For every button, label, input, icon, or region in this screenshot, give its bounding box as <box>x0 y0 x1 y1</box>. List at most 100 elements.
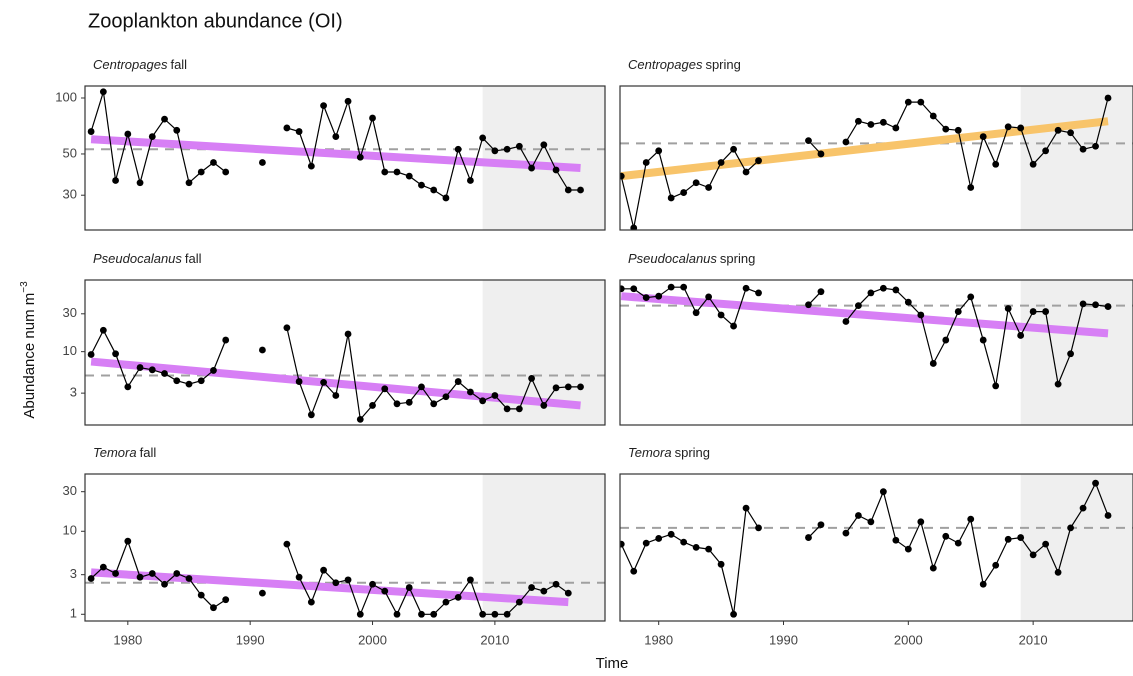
data-point <box>692 179 700 187</box>
data-point <box>259 346 266 354</box>
data-point <box>418 181 425 189</box>
y-tick-label: 100 <box>55 89 77 104</box>
data-point <box>405 584 413 591</box>
data-point <box>332 579 340 587</box>
data-point <box>1067 350 1074 358</box>
recent-shade <box>1020 86 1133 230</box>
data-point <box>112 350 119 358</box>
data-point <box>540 587 548 595</box>
data-point <box>503 405 511 413</box>
data-point <box>295 128 303 135</box>
data-point <box>283 324 291 332</box>
data-point <box>979 580 987 588</box>
data-point <box>967 184 975 191</box>
data-point <box>879 284 887 292</box>
data-point <box>630 224 638 230</box>
data-point <box>405 398 413 406</box>
data-point <box>942 336 950 344</box>
data-point <box>479 610 487 618</box>
data-point <box>1029 551 1037 559</box>
data-point <box>381 385 389 393</box>
data-point <box>454 378 462 385</box>
data-point <box>528 375 535 382</box>
trend-line <box>90 568 569 607</box>
recent-shade <box>482 86 605 230</box>
x-tick-label: 1980 <box>644 632 673 647</box>
data-point <box>528 164 535 172</box>
data-point <box>892 286 900 294</box>
data-point <box>655 535 663 542</box>
data-point <box>564 383 572 391</box>
data-point <box>295 378 303 385</box>
strip-label: Temora fall <box>93 445 156 460</box>
panel-border <box>84 85 606 231</box>
x-tick-label: 2000 <box>358 632 387 647</box>
data-point <box>1104 94 1112 102</box>
data-point <box>1017 332 1025 339</box>
data-point <box>161 580 168 588</box>
data-point <box>307 411 315 419</box>
data-point <box>867 289 875 297</box>
data-point <box>283 124 291 132</box>
data-point <box>467 177 474 184</box>
y-tick-label: 30 <box>63 187 77 202</box>
data-point <box>1079 145 1087 153</box>
strip-species: Pseudocalanus <box>93 251 182 266</box>
data-point <box>344 576 352 584</box>
data-point <box>717 560 725 568</box>
data-point <box>491 392 499 399</box>
data-point <box>967 515 975 523</box>
trend-line <box>90 135 581 173</box>
data-point <box>381 587 389 595</box>
panel-border <box>619 85 1133 231</box>
data-point <box>705 545 713 553</box>
data-point <box>805 301 812 309</box>
data-point <box>630 285 638 293</box>
data-point <box>717 159 725 166</box>
data-point <box>879 118 887 126</box>
panel <box>85 86 605 230</box>
data-point <box>892 124 900 132</box>
data-point <box>320 378 327 386</box>
data-point <box>369 114 376 122</box>
data-point <box>222 596 230 604</box>
data-point <box>136 179 144 187</box>
data-point <box>1029 308 1037 315</box>
data-point <box>332 133 340 140</box>
data-point <box>87 128 95 135</box>
data-point <box>954 539 962 547</box>
data-point <box>112 177 119 184</box>
data-point <box>742 504 750 512</box>
data-point <box>667 283 675 291</box>
data-point <box>904 98 912 106</box>
data-point <box>564 186 572 194</box>
y-tick-label: 10 <box>63 523 77 538</box>
trend-line <box>620 117 1109 181</box>
data-point <box>730 610 737 618</box>
data-point <box>954 308 962 315</box>
chart-title: Zooplankton abundance (OI) <box>88 10 343 32</box>
data-point <box>620 540 625 548</box>
data-point <box>491 610 499 618</box>
panel-border <box>619 473 1133 622</box>
data-point <box>1079 300 1087 308</box>
panel-border <box>619 279 1133 426</box>
data-point <box>705 293 713 301</box>
data-point <box>307 162 315 170</box>
data-point <box>356 610 364 618</box>
y-tick-label: 3 <box>70 566 77 581</box>
data-point <box>992 160 1000 168</box>
data-point <box>1104 303 1112 310</box>
strip-season: fall <box>170 57 187 72</box>
data-point <box>929 360 937 367</box>
data-point <box>222 168 230 176</box>
data-point <box>418 383 425 391</box>
data-point <box>393 168 401 176</box>
data-point <box>917 98 925 106</box>
data-point <box>842 529 850 537</box>
data-point <box>479 397 487 405</box>
data-point <box>515 405 523 413</box>
data-point <box>979 336 987 344</box>
data-point <box>148 133 156 140</box>
data-point <box>577 186 584 194</box>
